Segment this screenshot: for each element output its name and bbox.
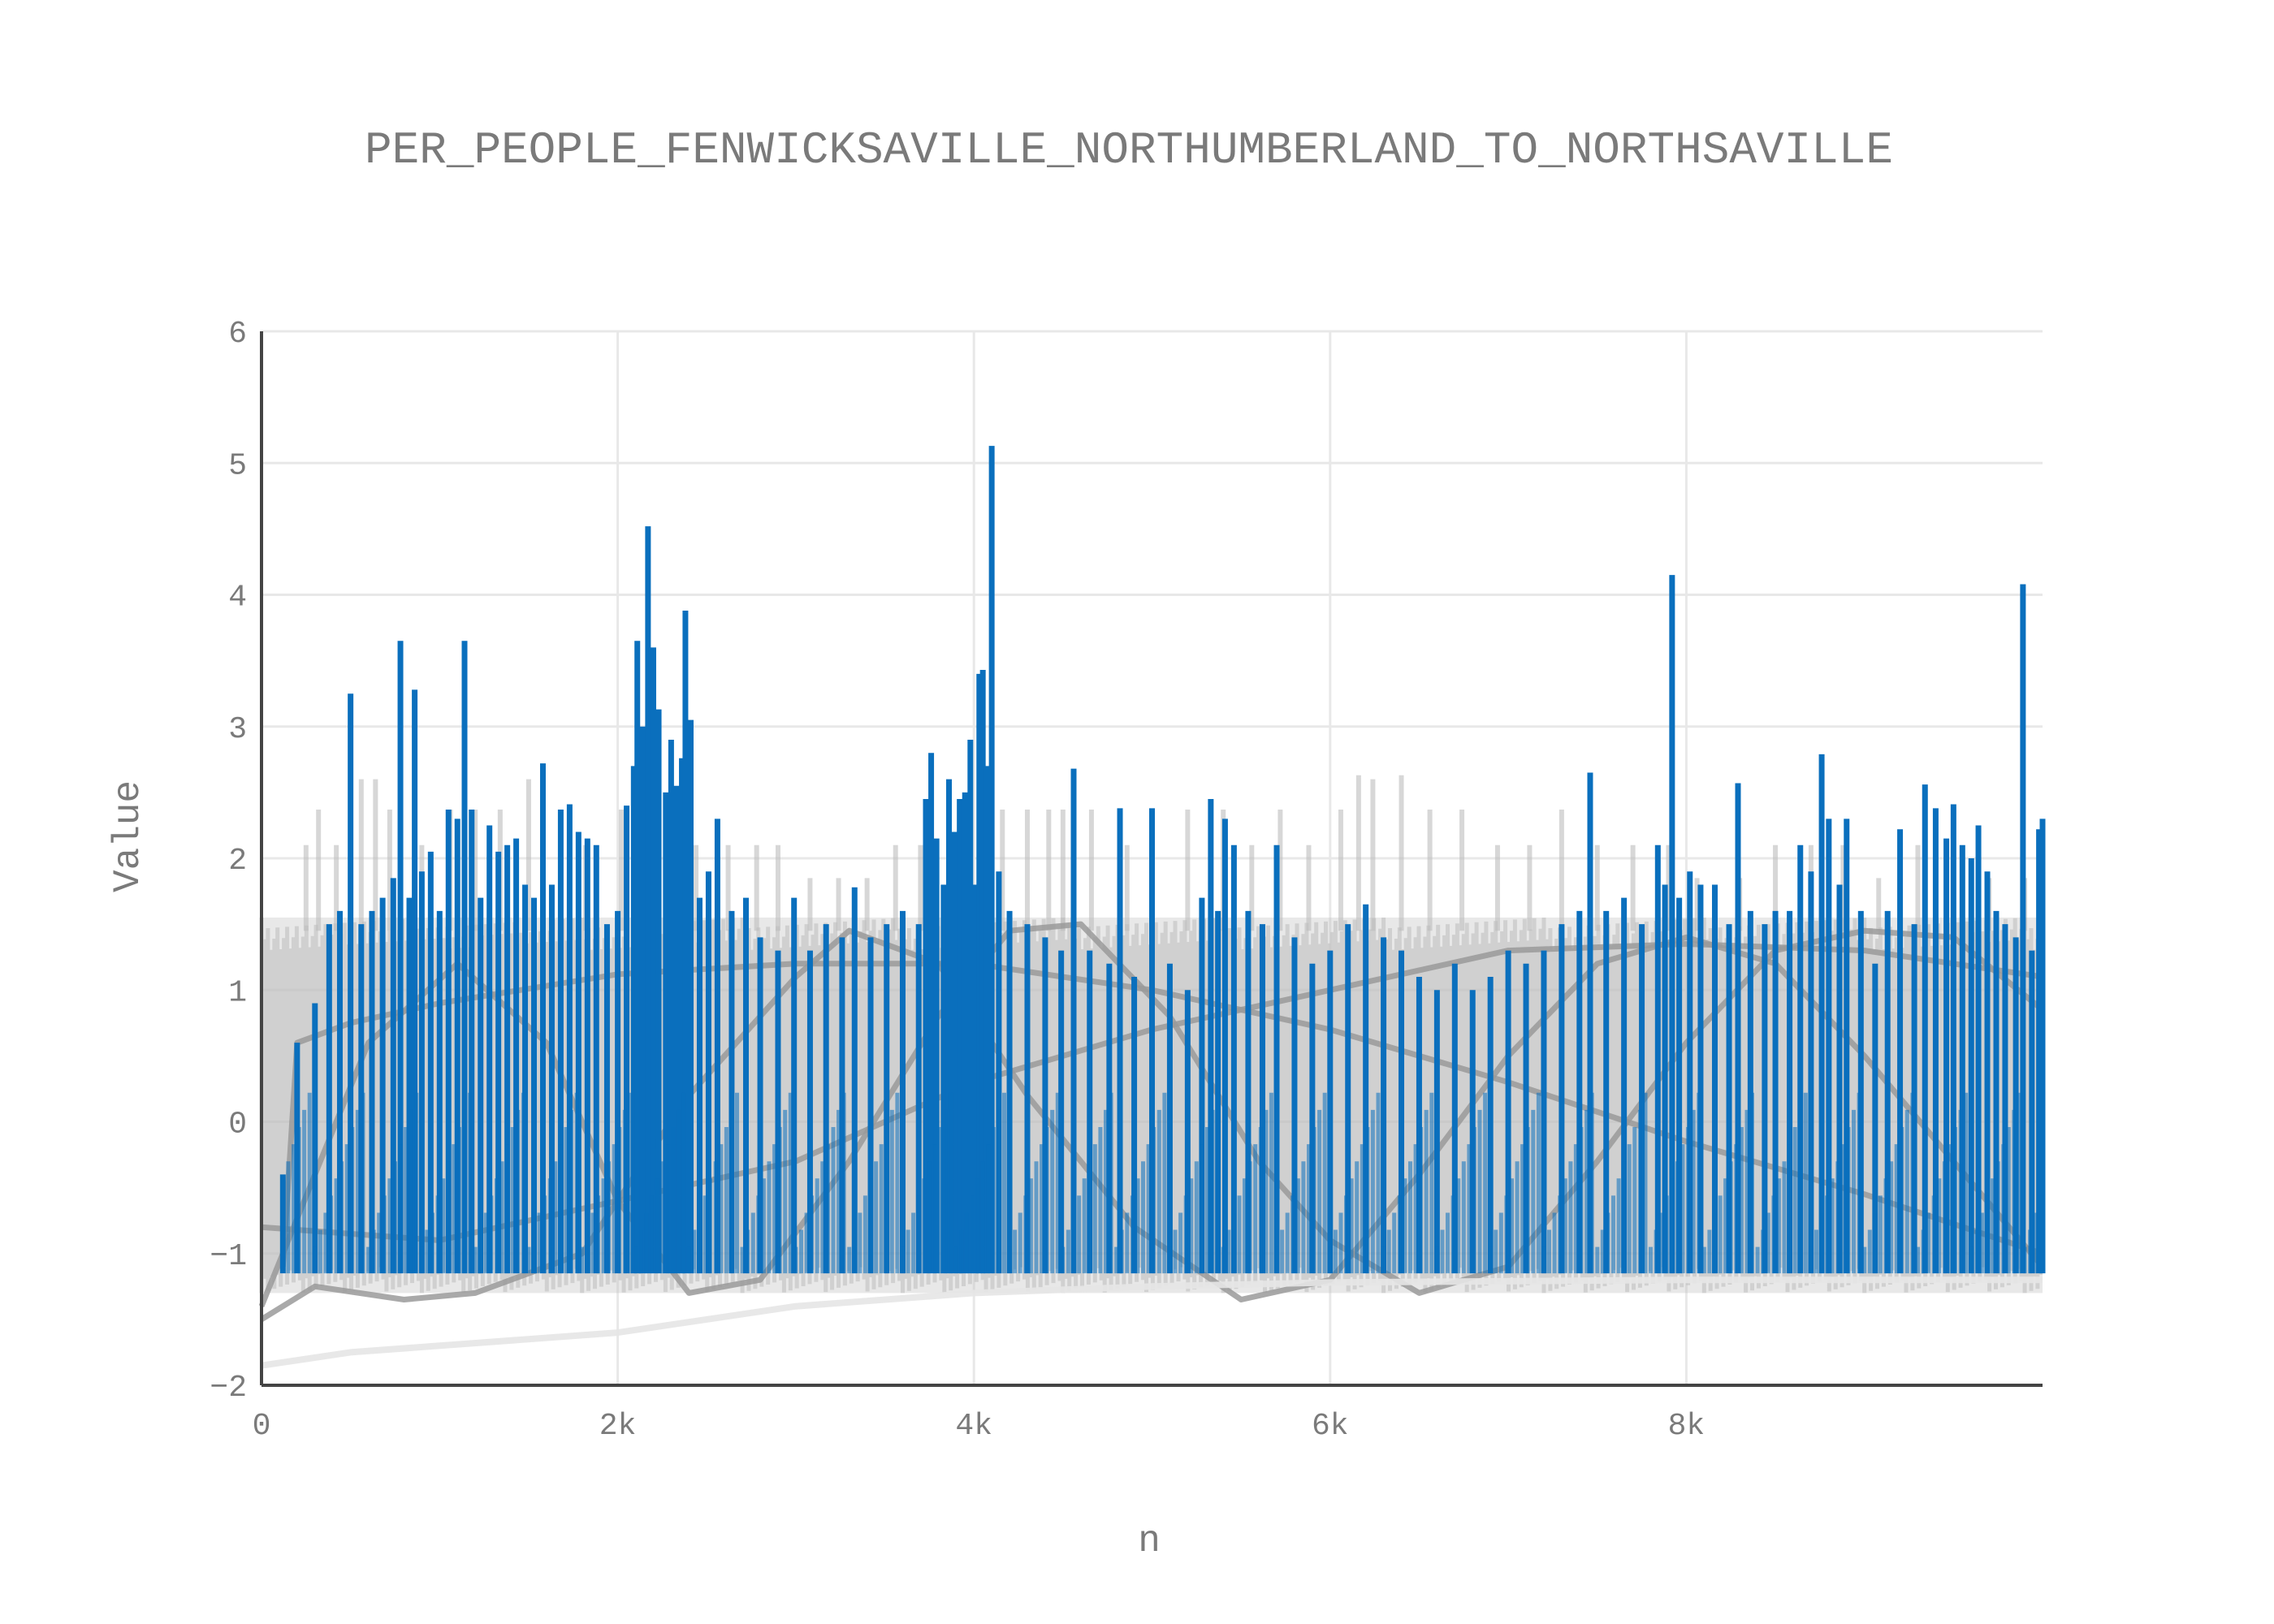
y-tick-label: −2 — [210, 1371, 247, 1406]
x-tick-label: 2k — [599, 1409, 637, 1444]
y-tick-label: 4 — [228, 581, 247, 615]
y-tick-label: −1 — [210, 1239, 247, 1274]
y-tick-label: 2 — [228, 844, 247, 879]
x-tick-label: 6k — [1312, 1409, 1349, 1444]
highlight-series — [279, 446, 2046, 1274]
highlight-body — [286, 1092, 2043, 1274]
axes — [260, 331, 2043, 1387]
y-tick-label: 0 — [228, 1108, 247, 1142]
tick-labels: −2 −1 0 1 2 3 4 5 6 0 2k 4k 6k 8k — [210, 317, 1705, 1444]
y-tick-label: 1 — [228, 975, 247, 1010]
x-axis-label: n — [1138, 1520, 1161, 1562]
x-tick-label: 0 — [253, 1409, 271, 1444]
chart-title: PER_PEOPLE_FENWICKSAVILLE_NORTHUMBERLAND… — [365, 124, 1893, 176]
x-tick-label: 4k — [955, 1409, 992, 1444]
x-tick-label: 8k — [1668, 1409, 1706, 1444]
y-axis-label: Value — [107, 780, 149, 892]
faint-series-line — [261, 1276, 2043, 1369]
y-tick-label: 3 — [228, 712, 247, 747]
y-tick-label: 6 — [228, 317, 247, 352]
y-tick-label: 5 — [228, 448, 247, 483]
